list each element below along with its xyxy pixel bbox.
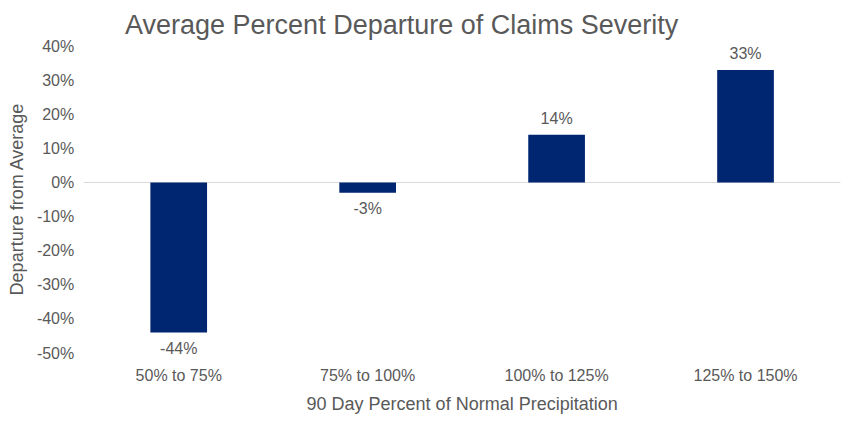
svg-text:-20%: -20%	[37, 242, 74, 259]
svg-text:90 Day Percent of Normal Preci: 90 Day Percent of Normal Precipitation	[307, 394, 618, 414]
svg-text:-40%: -40%	[37, 310, 74, 327]
svg-text:20%: 20%	[42, 106, 74, 123]
svg-text:100% to 125%: 100% to 125%	[505, 367, 609, 384]
svg-text:75% to 100%: 75% to 100%	[320, 367, 415, 384]
svg-text:Average Percent Departure of C: Average Percent Departure of Claims Seve…	[125, 10, 679, 40]
svg-text:-44%: -44%	[160, 340, 197, 357]
svg-text:-10%: -10%	[37, 208, 74, 225]
svg-text:30%: 30%	[42, 72, 74, 89]
svg-text:14%: 14%	[541, 110, 573, 127]
svg-text:Departure from Average: Departure from Average	[7, 104, 27, 296]
svg-text:50% to 75%: 50% to 75%	[136, 367, 222, 384]
svg-text:0%: 0%	[51, 174, 74, 191]
svg-text:-50%: -50%	[37, 345, 74, 362]
svg-text:-3%: -3%	[353, 200, 381, 217]
svg-text:10%: 10%	[42, 140, 74, 157]
svg-text:125% to 150%: 125% to 150%	[693, 367, 797, 384]
svg-text:33%: 33%	[730, 45, 762, 62]
svg-text:40%: 40%	[42, 38, 74, 55]
svg-text:-30%: -30%	[37, 276, 74, 293]
